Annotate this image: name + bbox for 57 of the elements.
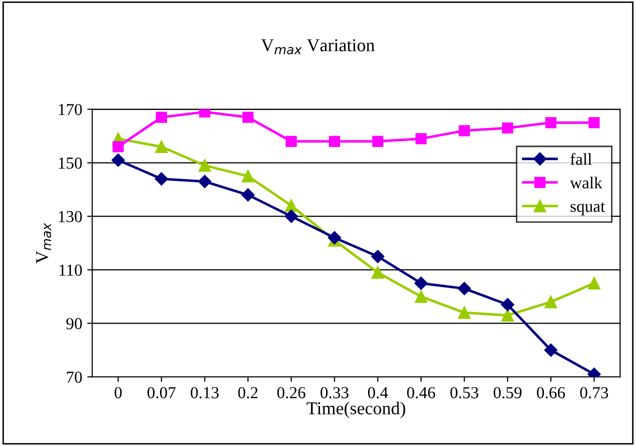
- y-axis-title: V$_{max}$: [36, 222, 52, 264]
- point: [286, 136, 297, 147]
- point: [285, 199, 298, 212]
- point: [112, 154, 125, 167]
- x-tick-label: 0.66: [536, 387, 565, 398]
- x-tick-label: 0.46: [407, 387, 436, 398]
- x-tick-label: 0.26: [277, 387, 306, 398]
- point: [416, 133, 427, 144]
- point: [198, 159, 211, 172]
- x-axis-title: Time(second): [306, 402, 406, 418]
- point: [284, 210, 298, 223]
- x-tick-label: 0.07: [148, 387, 176, 398]
- point: [458, 125, 470, 136]
- point: [544, 296, 558, 308]
- point: [242, 170, 254, 182]
- point: [372, 136, 384, 147]
- point: [458, 282, 471, 296]
- y-tick-label: 110: [60, 264, 82, 276]
- point: [154, 172, 168, 186]
- y-tick-label: 150: [58, 157, 82, 169]
- x-tick-label: 0.73: [580, 387, 608, 398]
- point: [328, 231, 342, 244]
- point: [242, 112, 254, 123]
- x-tick-label: 0.33: [320, 387, 348, 398]
- point: [156, 112, 168, 123]
- point: [501, 298, 514, 312]
- point: [588, 117, 600, 128]
- point: [241, 188, 255, 202]
- legend-label: fall: [570, 152, 592, 165]
- point: [414, 276, 428, 290]
- point: [545, 117, 556, 128]
- legend-label: walk: [570, 176, 602, 188]
- point: [155, 140, 168, 153]
- x-tick-label: 0: [114, 387, 122, 398]
- point: [502, 122, 514, 134]
- point: [414, 290, 428, 303]
- point: [371, 250, 384, 264]
- point: [199, 109, 210, 118]
- point: [501, 309, 514, 322]
- x-tick-label: 0.2: [238, 387, 258, 398]
- point: [328, 136, 340, 147]
- y-tick-label: 130: [58, 211, 82, 222]
- x-tick-label: 0.53: [450, 387, 478, 398]
- point: [198, 174, 212, 188]
- x-tick-label: 0.59: [494, 387, 522, 398]
- legend-label: squat: [570, 202, 605, 216]
- point: [458, 306, 471, 319]
- x-tick-label: 0.13: [190, 387, 219, 398]
- point: [588, 276, 600, 290]
- point: [372, 266, 384, 279]
- y-tick-label: 90: [66, 318, 82, 330]
- point: [112, 141, 124, 152]
- y-tick-label: 70: [66, 372, 82, 383]
- x-tick-label: 0.4: [368, 387, 388, 398]
- point: [544, 344, 558, 357]
- chart-title: V$_{max}$ Variation: [261, 39, 375, 54]
- y-tick-label: 170: [58, 104, 82, 116]
